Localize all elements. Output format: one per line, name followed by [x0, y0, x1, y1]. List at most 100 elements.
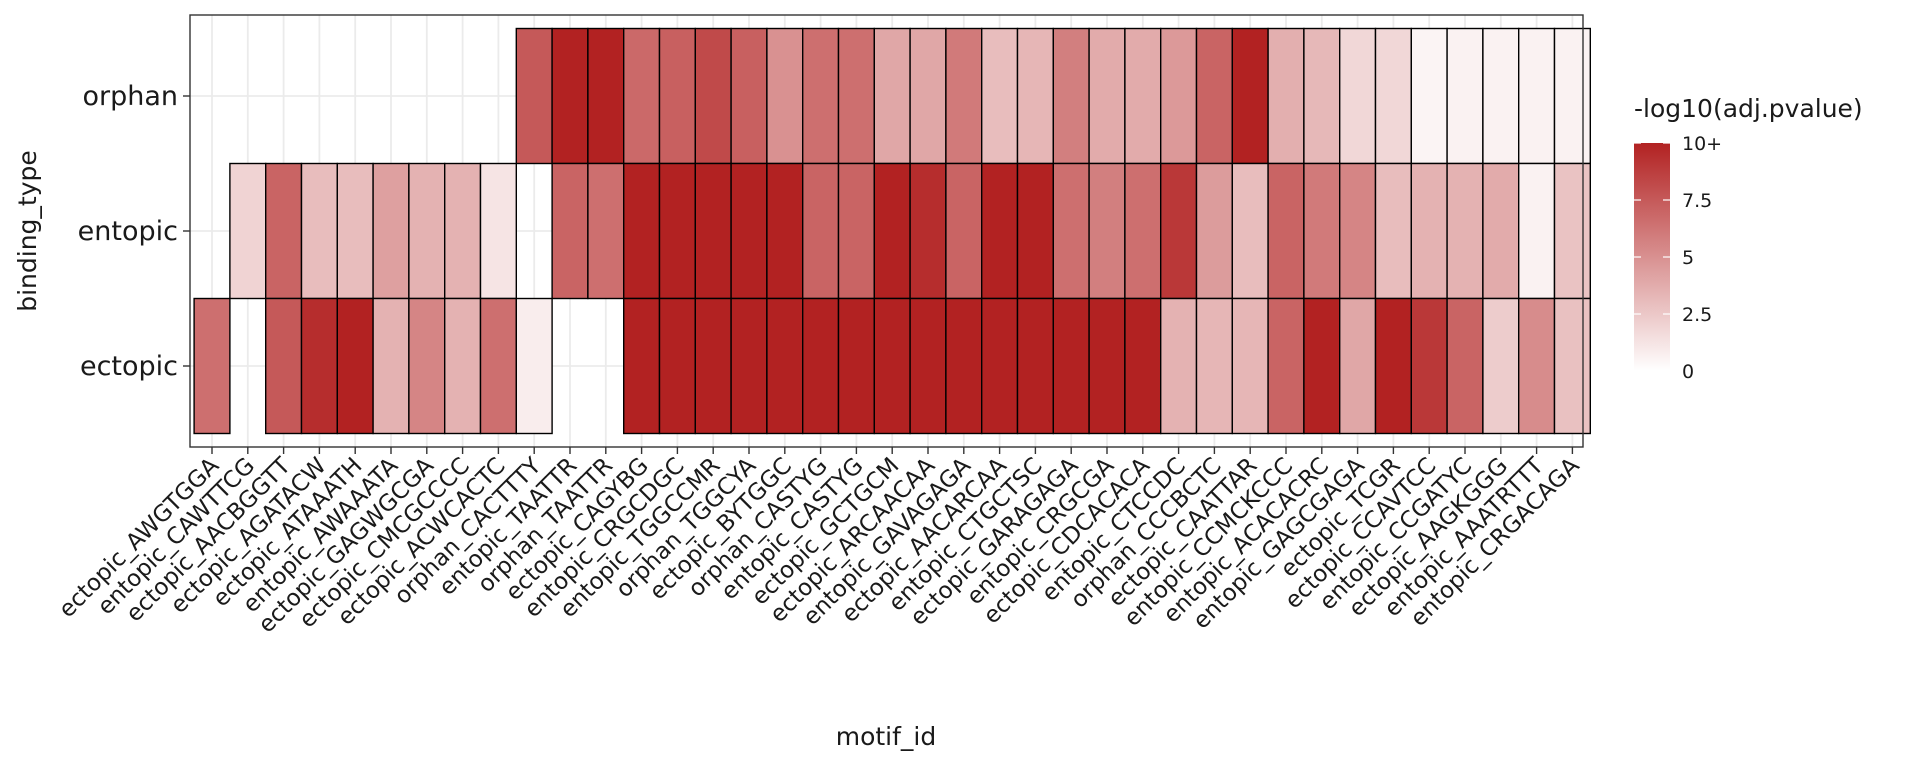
heatmap-cell — [1553, 297, 1591, 435]
heatmap-cell — [372, 162, 410, 300]
heatmap-cell — [730, 27, 768, 165]
heatmap-cell — [1088, 162, 1126, 300]
heatmap-cell — [873, 27, 911, 165]
heatmap-cell — [766, 297, 804, 435]
heatmap-cell — [1553, 162, 1591, 300]
heatmap-cell — [945, 162, 983, 300]
heatmap-cell — [515, 27, 553, 165]
heatmap-cell — [1267, 162, 1305, 300]
heatmap-cell — [1052, 27, 1090, 165]
heatmap-cell — [1446, 297, 1484, 435]
heatmap-cell — [694, 297, 732, 435]
heatmap-cell — [981, 27, 1019, 165]
heatmap-cell — [766, 27, 804, 165]
heatmap-cell — [1374, 297, 1412, 435]
heatmap-cell — [802, 27, 840, 165]
heatmap-cell — [623, 297, 661, 435]
heatmap-cell — [1303, 27, 1341, 165]
heatmap-cell — [1338, 297, 1377, 435]
y-tick-label: orphan — [82, 81, 178, 112]
heatmap-cell — [300, 162, 338, 300]
heatmap-cell — [909, 27, 947, 165]
heatmap-cell — [623, 27, 661, 165]
heatmap-cell — [1195, 27, 1233, 165]
heatmap-cell — [658, 27, 696, 165]
heatmap-cell — [1016, 297, 1054, 435]
heatmap-cell — [300, 297, 338, 435]
legend-tick-label: 5 — [1682, 247, 1694, 269]
heatmap-cell — [909, 297, 947, 435]
heatmap-cell — [1231, 162, 1269, 300]
y-tick-label: entopic — [78, 216, 178, 247]
heatmap-cell — [1517, 27, 1556, 165]
heatmap-cell — [837, 27, 875, 165]
heatmap-cell — [265, 162, 303, 300]
heatmap-cell — [1482, 27, 1520, 165]
heatmap-cell — [1553, 27, 1591, 165]
heatmap-cell — [229, 162, 267, 300]
heatmap-cell — [1159, 297, 1198, 435]
heatmap-cell — [981, 297, 1019, 435]
heatmap-tiles — [193, 27, 1591, 435]
heatmap-cell — [444, 297, 482, 435]
heatmap-cell — [873, 297, 911, 435]
heatmap-cell — [1016, 162, 1054, 300]
heatmap-cell — [1267, 297, 1305, 435]
heatmap-cell — [1517, 162, 1556, 300]
heatmap-cell — [1338, 162, 1377, 300]
legend-tick-label: 0 — [1682, 361, 1694, 383]
heatmap-cell — [408, 297, 446, 435]
heatmap-cell — [1124, 27, 1162, 165]
heatmap-cell — [1124, 162, 1162, 300]
heatmap-cell — [837, 162, 875, 300]
heatmap-cell — [981, 162, 1019, 300]
legend-tick-label: 10+ — [1682, 133, 1722, 155]
heatmap-cell — [623, 162, 661, 300]
heatmap-cell — [265, 297, 303, 435]
heatmap-cell — [336, 297, 374, 435]
heatmap-cell — [1338, 27, 1377, 165]
heatmap-cell — [1410, 297, 1448, 435]
heatmap-cell — [1016, 27, 1054, 165]
heatmap-cell — [694, 27, 732, 165]
legend-ticks: 0 2.5 5 7.5 10+ — [1634, 133, 1722, 383]
heatmap-cell — [837, 297, 875, 435]
heatmap-cell — [1052, 297, 1090, 435]
heatmap-cell — [658, 162, 696, 300]
heatmap-cell — [694, 162, 732, 300]
heatmap-cell — [551, 27, 589, 165]
heatmap-cell — [1482, 297, 1520, 435]
heatmap-cell — [658, 297, 696, 435]
x-axis-title: motif_id — [836, 722, 937, 751]
heatmap-cell — [1410, 162, 1448, 300]
heatmap-cell — [766, 162, 804, 300]
heatmap-cell — [730, 162, 768, 300]
heatmap-cell — [336, 162, 374, 300]
heatmap-cell — [193, 297, 231, 435]
heatmap-cell — [802, 297, 840, 435]
heatmap-cell — [1303, 297, 1341, 435]
y-axis-title: binding_type — [13, 150, 42, 312]
y-tick-label: ectopic — [80, 351, 178, 382]
heatmap-cell — [1267, 27, 1305, 165]
heatmap-cell — [1231, 27, 1269, 165]
heatmap-cell — [479, 297, 517, 435]
heatmap-cell — [909, 162, 947, 300]
legend-tick-label: 7.5 — [1682, 190, 1712, 212]
heatmap-cell — [1374, 27, 1412, 165]
heatmap-cell — [1482, 162, 1520, 300]
heatmap-cell — [1052, 162, 1090, 300]
heatmap-cell — [1410, 27, 1448, 165]
heatmap-cell — [1088, 27, 1126, 165]
heatmap-cell — [1195, 297, 1233, 435]
heatmap-cell — [802, 162, 840, 300]
heatmap-cell — [587, 27, 625, 165]
x-axis: ectopic_AWGTGGAentopic_CAWTTCGectopic_AA… — [54, 447, 1585, 638]
heatmap-cell — [1159, 162, 1198, 300]
heatmap-cell — [1195, 162, 1233, 300]
heatmap-cell — [479, 162, 517, 300]
heatmap-cell — [1231, 297, 1269, 435]
heatmap-cell — [1517, 297, 1556, 435]
heatmap-cell — [1446, 27, 1484, 165]
